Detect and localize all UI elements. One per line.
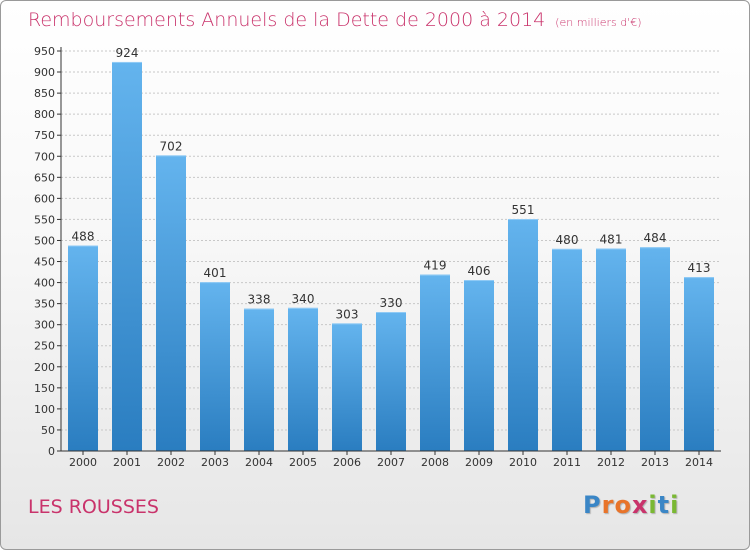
- data-label: 419: [424, 259, 447, 273]
- data-label: 406: [468, 264, 491, 278]
- bar-2008: [420, 274, 450, 451]
- data-labels: 488 924 702 401 338 340 303 330 419 406 551 480 481 4…: [72, 46, 711, 321]
- y-tick-label: 650: [34, 171, 55, 184]
- y-tick-label: 250: [34, 340, 55, 353]
- data-label: 413: [688, 261, 711, 275]
- chart-title: Remboursements Annuels de la Dette de 20…: [28, 9, 642, 31]
- x-tick-label: 2004: [245, 456, 273, 469]
- data-label: 551: [512, 203, 535, 217]
- logo-letter: P: [583, 491, 602, 519]
- x-tick-label: 2000: [69, 456, 97, 469]
- axes: [60, 47, 721, 452]
- data-label: 338: [248, 293, 271, 307]
- proxiti-logo: Proxiti: [583, 491, 679, 519]
- bars: [68, 61, 714, 452]
- logo-letter: t: [657, 491, 671, 519]
- bar-2004: [244, 308, 274, 451]
- data-label: 924: [116, 46, 139, 60]
- x-tick-label: 2013: [641, 456, 669, 469]
- y-tick-label: 850: [34, 87, 55, 100]
- y-tick-label: 800: [34, 108, 55, 121]
- y-tick-label: 350: [34, 298, 55, 311]
- logo-letter: r: [601, 491, 615, 519]
- bar-2005: [288, 307, 318, 451]
- bar-2006: [332, 323, 362, 451]
- x-tick-label: 2009: [465, 456, 493, 469]
- logo-letter: o: [614, 491, 632, 519]
- bar-2002: [156, 155, 186, 451]
- bar-2012: [596, 248, 626, 451]
- bar-2011: [552, 248, 582, 451]
- x-tick-label: 2005: [289, 456, 317, 469]
- data-label: 303: [336, 307, 359, 321]
- y-tick-label: 600: [34, 192, 55, 205]
- data-label: 488: [72, 230, 95, 244]
- data-label: 480: [556, 233, 579, 247]
- y-tick-label: 200: [34, 361, 55, 374]
- logo-letter: i: [648, 491, 658, 519]
- y-axis-ticks: 0 50 100 150 200 250 300 350 400 450 500 550 600 650 7…: [34, 45, 61, 458]
- y-tick-label: 950: [34, 45, 55, 58]
- y-tick-label: 900: [34, 66, 55, 79]
- bar-2009: [464, 280, 494, 451]
- chart-unit-label: (en milliers d'€): [555, 16, 642, 29]
- bar-2010: [508, 219, 538, 451]
- data-label: 484: [644, 231, 667, 245]
- y-tick-label: 550: [34, 213, 55, 226]
- y-tick-label: 500: [34, 234, 55, 247]
- x-tick-label: 2012: [597, 456, 625, 469]
- x-tick-label: 2008: [421, 456, 449, 469]
- x-tick-label: 2003: [201, 456, 229, 469]
- y-tick-label: 0: [48, 445, 55, 458]
- x-axis-ticks: 2000 2001 2002 2003 2004 2005 2006 2007 2008 2009…: [69, 451, 713, 469]
- bar-2014: [684, 277, 714, 451]
- y-tick-label: 400: [34, 277, 55, 290]
- data-label: 340: [292, 292, 315, 306]
- bar-2007: [376, 312, 406, 451]
- y-tick-label: 50: [41, 424, 55, 437]
- bar-2001: [112, 61, 142, 452]
- bar-2013: [640, 247, 670, 451]
- x-tick-label: 2010: [509, 456, 537, 469]
- y-tick-label: 300: [34, 319, 55, 332]
- y-tick-label: 700: [34, 150, 55, 163]
- y-tick-label: 750: [34, 129, 55, 142]
- bar-2000: [68, 245, 98, 451]
- x-tick-label: 2002: [157, 456, 185, 469]
- logo-letter: x: [631, 491, 649, 519]
- data-label: 401: [204, 266, 227, 280]
- logo-letter: i: [670, 491, 680, 519]
- x-tick-label: 2006: [333, 456, 361, 469]
- commune-name: LES ROUSSES: [28, 496, 159, 518]
- data-label: 702: [160, 139, 183, 153]
- y-tick-label: 450: [34, 256, 55, 269]
- chart-title-text: Remboursements Annuels de la Dette de 20…: [28, 9, 546, 31]
- data-label: 330: [380, 296, 403, 310]
- x-tick-label: 2001: [113, 456, 141, 469]
- bar-2003: [200, 282, 230, 451]
- x-tick-label: 2007: [377, 456, 405, 469]
- y-tick-label: 150: [34, 382, 55, 395]
- x-tick-label: 2014: [685, 456, 713, 469]
- x-tick-label: 2011: [553, 456, 581, 469]
- y-tick-label: 100: [34, 403, 55, 416]
- data-label: 481: [600, 232, 623, 246]
